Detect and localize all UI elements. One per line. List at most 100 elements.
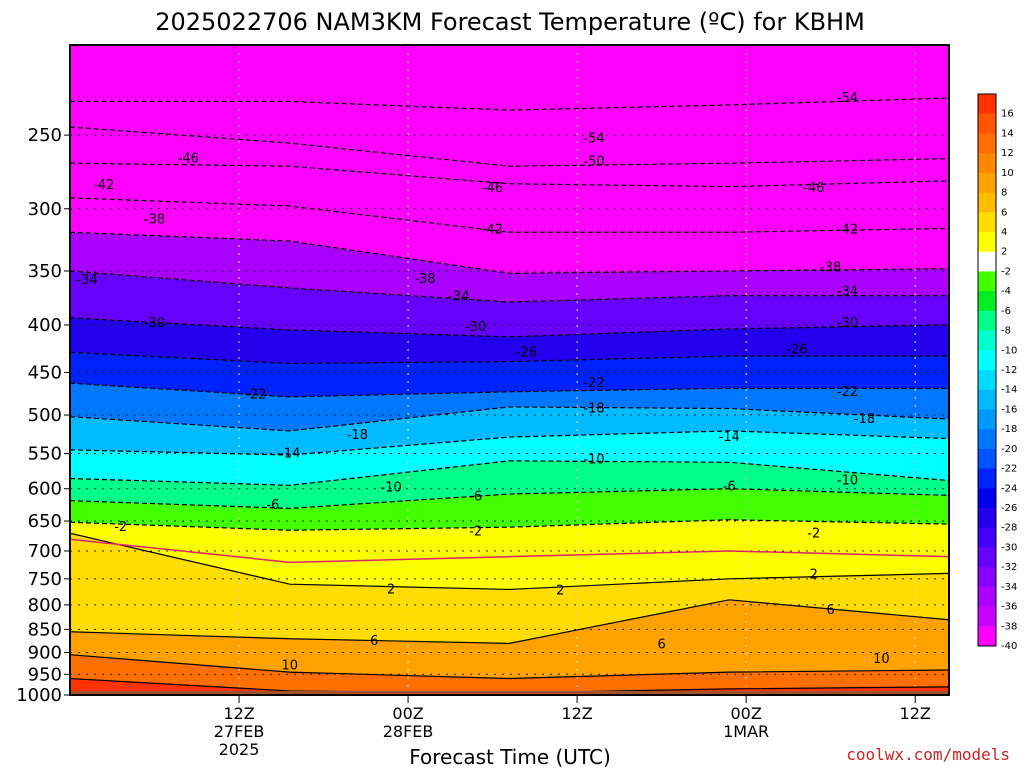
y-tick-label: 350 <box>28 261 62 282</box>
band--24 <box>70 352 949 397</box>
colorbar-label: -40 <box>1001 641 1017 652</box>
band--12 <box>70 430 949 486</box>
colorbar-swatch <box>978 370 996 391</box>
contour-lines <box>70 97 949 694</box>
isotherm--46 <box>70 162 949 188</box>
colorbar-swatch <box>978 212 996 233</box>
colorbar-label: -26 <box>1001 503 1017 514</box>
x-tick-label: 28FEB <box>383 722 434 741</box>
colorbar-swatch <box>978 547 996 568</box>
colorbar: 16 14 12 10 8 6 4 2 -2 -4 -6 -8 -10 -12 -14 -16 -18 -20 -2… <box>977 93 1017 652</box>
colorbar-label: 16 <box>1001 109 1014 120</box>
ground-layer <box>70 690 949 695</box>
colorbar-swatch <box>978 448 996 470</box>
colorbar-swatch <box>978 488 996 509</box>
colorbar-swatch <box>978 113 996 134</box>
contour-label: -54 <box>583 131 604 146</box>
colorbar-label: -6 <box>1001 306 1011 317</box>
colorbar-label: -30 <box>1001 542 1017 553</box>
isotherm-10 <box>70 654 949 680</box>
colorbar-label: -22 <box>1001 464 1017 475</box>
x-tick-label: 2025 <box>219 740 260 759</box>
isotherm-2 <box>70 532 949 591</box>
isotherm--50 <box>70 126 949 167</box>
colorbar-label: -24 <box>1001 483 1017 494</box>
contour-label: -34 <box>448 290 469 305</box>
colorbar-label: -2 <box>1001 266 1011 277</box>
y-tick-label: 250 <box>28 125 62 146</box>
contour-labels: -54-54-46 -50-42 -46 -46-38-42 -42-34 -38-38-… <box>76 91 889 674</box>
isotherm--26 <box>70 351 949 365</box>
x-tick-label: 12Z <box>223 704 254 723</box>
colorbar-swatch <box>978 291 996 312</box>
contour-label: -26 <box>516 345 537 360</box>
y-tick-label: 900 <box>28 642 62 663</box>
contour-label: 6 <box>827 603 835 618</box>
isotherm--14 <box>70 430 949 456</box>
colorbar-label: -8 <box>1001 326 1011 337</box>
colorbar-swatch <box>978 153 996 174</box>
band--44 <box>70 163 949 233</box>
band--8 <box>70 460 949 509</box>
chart-title: 2025022706 NAM3KM Forecast Temperature (… <box>155 8 865 36</box>
x-tick-label: 1MAR <box>723 722 769 741</box>
contour-label: -30 <box>465 320 486 335</box>
contour-label: -10 <box>381 480 402 495</box>
colorbar-swatch <box>978 429 996 450</box>
y-tick-label: 650 <box>28 511 62 532</box>
isotherm--54 <box>70 97 949 111</box>
y-tick-label: 300 <box>28 199 62 220</box>
colorbar-label: 6 <box>1001 207 1007 218</box>
colorbar-label: 4 <box>1001 227 1007 238</box>
colorbar-label: -10 <box>1001 345 1017 356</box>
isotherm--38 <box>70 231 949 274</box>
y-tick-label: 750 <box>28 569 62 590</box>
isotherm--2 <box>70 519 949 531</box>
isotherm--10 <box>70 460 949 486</box>
contour-label: -6 <box>266 498 279 513</box>
colorbar-label: -18 <box>1001 424 1017 435</box>
band--32 <box>70 271 949 337</box>
contour-label: -22 <box>245 387 266 402</box>
band-8 <box>70 599 949 679</box>
band--4 <box>70 488 949 531</box>
colorbar-swatch <box>978 389 996 410</box>
x-tick-label: 12Z <box>561 704 592 723</box>
colorbar-label: -36 <box>1001 602 1017 613</box>
band--16 <box>70 406 949 456</box>
contour-label: 2 <box>810 567 818 582</box>
colorbar-label: -38 <box>1001 621 1017 632</box>
colorbar-swatch <box>978 232 996 253</box>
contour-label: -2 <box>469 524 482 539</box>
colorbar-frame <box>977 93 997 647</box>
y-tick-label: 850 <box>28 619 62 640</box>
contour-label: -42 <box>837 223 858 238</box>
y-tick-label: 950 <box>28 664 62 685</box>
colorbar-swatch <box>978 310 996 332</box>
contour-label: -18 <box>854 412 875 427</box>
band-0 <box>70 519 949 590</box>
colorbar-swatch <box>978 606 996 627</box>
contour-label: 6 <box>657 638 665 653</box>
contour-label: 10 <box>281 659 298 674</box>
x-axis-label: Forecast Time (UTC) <box>409 745 611 768</box>
contour-label: -38 <box>820 261 841 276</box>
colorbar-swatch <box>978 527 996 548</box>
contour-label: -22 <box>837 385 858 400</box>
contour-label: -22 <box>583 376 604 391</box>
x-tick-label: 00Z <box>730 704 761 723</box>
colorbar-swatch <box>978 626 996 647</box>
x-tick-label: 12Z <box>900 704 931 723</box>
contour-label: -6 <box>723 480 736 495</box>
contour-label: -10 <box>583 452 604 467</box>
colorbar-swatch <box>978 586 996 608</box>
x-tick-label: 00Z <box>392 704 423 723</box>
temperature-bands <box>70 45 949 695</box>
y-tick-label: 600 <box>28 479 62 500</box>
contour-label: -14 <box>719 430 740 445</box>
band--40 <box>70 197 949 274</box>
band-4 <box>70 533 949 644</box>
y-tick-label: 1000 <box>16 685 62 706</box>
contour-label: -34 <box>837 284 858 299</box>
